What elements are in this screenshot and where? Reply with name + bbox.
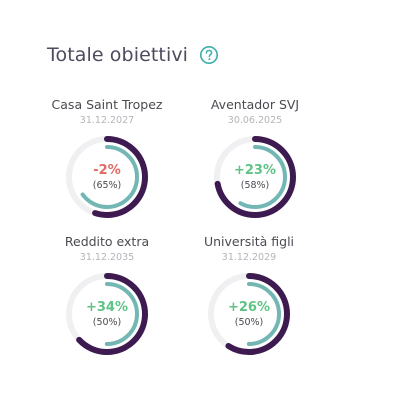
ring-chart: [66, 136, 148, 218]
goal-card-reddito-extra[interactable]: Reddito extra 31.12.2035 +34% (50%): [32, 234, 182, 357]
goal-name: Aventador SVJ: [210, 97, 300, 112]
goal-name: Università figli: [203, 234, 295, 249]
goal-progress-percent: (50%): [92, 316, 122, 328]
goal-card-casa-saint-tropez[interactable]: Casa Saint Tropez 31.12.2027 -2% (65%): [32, 97, 182, 220]
goal-name: Reddito extra: [64, 234, 150, 249]
goal-progress-percent: (58%): [240, 179, 270, 191]
outer-progress-arc: [66, 136, 148, 218]
goal-name: Casa Saint Tropez: [51, 97, 163, 112]
goal-change-value: -2%: [93, 162, 121, 178]
goal-progress-percent: (50%): [234, 316, 264, 328]
goal-progress-ring: +34% (50%): [64, 271, 150, 357]
goal-date: 31.12.2029: [221, 252, 277, 263]
goal-date: 31.12.2035: [79, 252, 135, 263]
outer-progress-arc: [208, 273, 290, 355]
page-title: Totale obiettivi: [47, 44, 189, 66]
goal-card-aventador-svj[interactable]: Aventador SVJ 30.06.2025 +23% (58%): [180, 97, 330, 220]
outer-progress-arc: [214, 136, 296, 218]
inner-progress-arc: [75, 145, 139, 209]
help-question-icon[interactable]: [199, 45, 219, 65]
section-header: Totale obiettivi: [47, 42, 219, 68]
ring-chart: [214, 136, 296, 218]
inner-progress-arc: [217, 282, 281, 346]
goal-progress-ring: -2% (65%): [64, 134, 150, 220]
inner-progress-arc: [223, 145, 287, 209]
goal-progress-percent: (65%): [92, 179, 122, 191]
goal-progress-ring: +23% (58%): [212, 134, 298, 220]
outer-progress-arc: [66, 273, 148, 355]
goal-change-value: +23%: [233, 162, 276, 178]
goal-date: 31.12.2027: [79, 115, 135, 126]
goal-progress-ring: +26% (50%): [206, 271, 292, 357]
ring-chart: [208, 273, 290, 355]
ring-chart: [66, 273, 148, 355]
inner-progress-arc: [75, 282, 139, 346]
goal-card-universita-figli[interactable]: Università figli 31.12.2029 +26% (50%): [174, 234, 324, 357]
goal-change-value: +34%: [85, 299, 128, 315]
goal-date: 30.06.2025: [227, 115, 283, 126]
goal-change-value: +26%: [227, 299, 270, 315]
